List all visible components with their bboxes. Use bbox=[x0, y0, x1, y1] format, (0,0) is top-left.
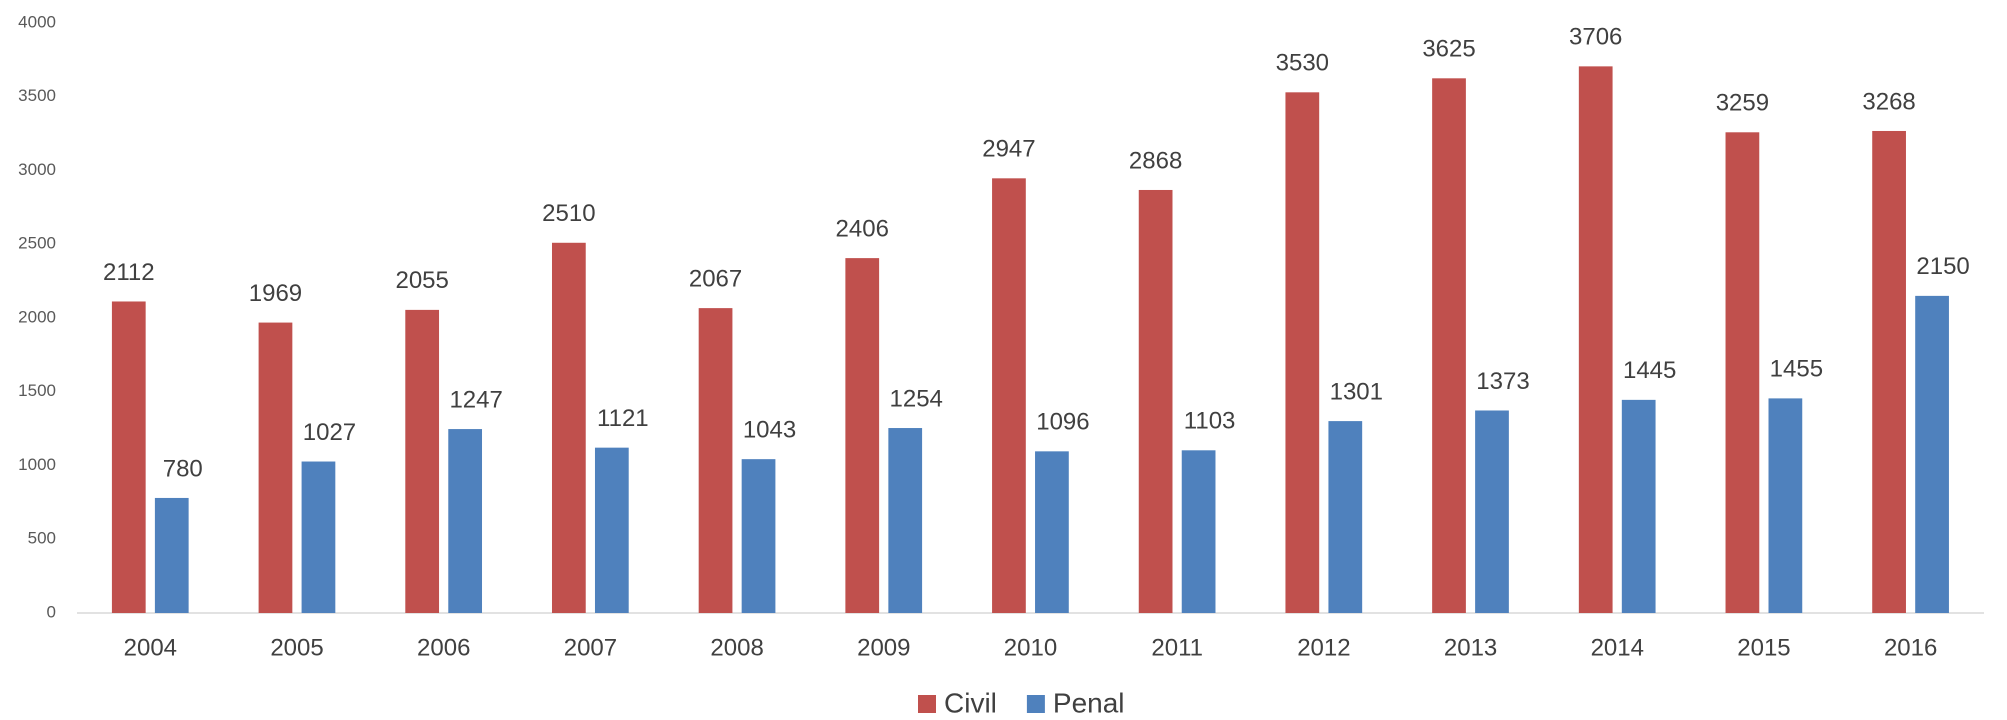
data-label: 3259 bbox=[1716, 90, 1769, 117]
x-tick-label: 2005 bbox=[270, 634, 323, 661]
data-label: 2150 bbox=[1916, 253, 1969, 280]
data-label: 1121 bbox=[597, 405, 649, 432]
data-label: 1247 bbox=[449, 386, 502, 413]
bar bbox=[888, 428, 923, 613]
data-label: 3530 bbox=[1276, 50, 1329, 77]
data-label: 1301 bbox=[1330, 378, 1383, 405]
bar bbox=[1432, 78, 1466, 613]
x-tick-label: 2011 bbox=[1151, 634, 1203, 661]
x-tick-label: 2009 bbox=[857, 634, 910, 661]
data-label: 2406 bbox=[836, 215, 889, 242]
data-label: 2055 bbox=[395, 267, 448, 294]
y-tick-label: 4000 bbox=[18, 12, 56, 31]
data-label: 1043 bbox=[743, 417, 796, 444]
x-tick-label: 2006 bbox=[417, 634, 470, 661]
x-tick-label: 2014 bbox=[1591, 634, 1644, 661]
bar bbox=[1328, 421, 1363, 613]
data-label: 1445 bbox=[1623, 357, 1676, 384]
y-tick-label: 3500 bbox=[18, 86, 56, 105]
bar bbox=[1035, 451, 1069, 613]
data-label: 1969 bbox=[249, 280, 302, 307]
legend-label: Civil bbox=[944, 687, 997, 718]
data-label: 2947 bbox=[982, 136, 1035, 163]
data-label: 780 bbox=[163, 455, 203, 482]
x-tick-label: 2012 bbox=[1297, 634, 1350, 661]
y-tick-label: 3000 bbox=[18, 160, 56, 179]
x-tick-label: 2013 bbox=[1444, 634, 1497, 661]
data-label: 2067 bbox=[689, 265, 742, 292]
data-label: 1096 bbox=[1036, 409, 1089, 436]
x-tick-label: 2015 bbox=[1737, 634, 1790, 661]
bar bbox=[551, 242, 586, 613]
bar bbox=[258, 322, 293, 613]
legend-swatch bbox=[1026, 695, 1045, 713]
bar bbox=[1138, 189, 1173, 613]
bar bbox=[1578, 66, 1613, 614]
bar bbox=[845, 258, 880, 613]
bar bbox=[1621, 399, 1656, 613]
legend-label: Penal bbox=[1053, 687, 1125, 718]
x-tick-label: 2008 bbox=[710, 634, 763, 661]
bar bbox=[1475, 410, 1509, 613]
data-label: 1455 bbox=[1770, 356, 1823, 383]
x-tick-label: 2007 bbox=[564, 634, 617, 661]
y-tick-label: 500 bbox=[28, 529, 56, 548]
y-tick-label: 1500 bbox=[18, 381, 56, 400]
data-label: 2510 bbox=[542, 200, 595, 227]
x-tick-label: 2010 bbox=[1004, 634, 1057, 661]
data-label: 3268 bbox=[1862, 88, 1915, 115]
x-tick-label: 2004 bbox=[124, 634, 177, 661]
bar bbox=[1872, 130, 1906, 613]
bar bbox=[741, 459, 776, 613]
data-label: 1027 bbox=[303, 419, 356, 446]
bar bbox=[405, 309, 440, 613]
data-label: 3706 bbox=[1569, 24, 1622, 51]
legend-swatch bbox=[918, 695, 936, 713]
bar bbox=[111, 301, 146, 613]
bar bbox=[698, 308, 733, 613]
data-label: 1254 bbox=[890, 385, 943, 412]
y-tick-label: 2000 bbox=[18, 307, 56, 326]
data-label: 2868 bbox=[1129, 147, 1182, 174]
x-tick-label: 2016 bbox=[1884, 634, 1937, 661]
y-tick-label: 1000 bbox=[18, 455, 56, 474]
bar bbox=[1725, 132, 1760, 614]
bar bbox=[1181, 450, 1216, 613]
bar bbox=[1768, 398, 1803, 613]
bar bbox=[594, 447, 629, 613]
bar bbox=[448, 429, 483, 613]
data-label: 1103 bbox=[1184, 408, 1236, 435]
data-label: 1373 bbox=[1476, 368, 1529, 395]
y-tick-label: 0 bbox=[47, 602, 56, 621]
data-label: 3625 bbox=[1422, 36, 1475, 63]
bar bbox=[301, 461, 336, 613]
data-label: 2112 bbox=[103, 259, 155, 286]
bar bbox=[1915, 295, 1949, 613]
bar bbox=[154, 497, 189, 613]
y-tick-label: 2500 bbox=[18, 234, 56, 253]
bar bbox=[992, 178, 1026, 613]
bar bbox=[1285, 92, 1320, 613]
